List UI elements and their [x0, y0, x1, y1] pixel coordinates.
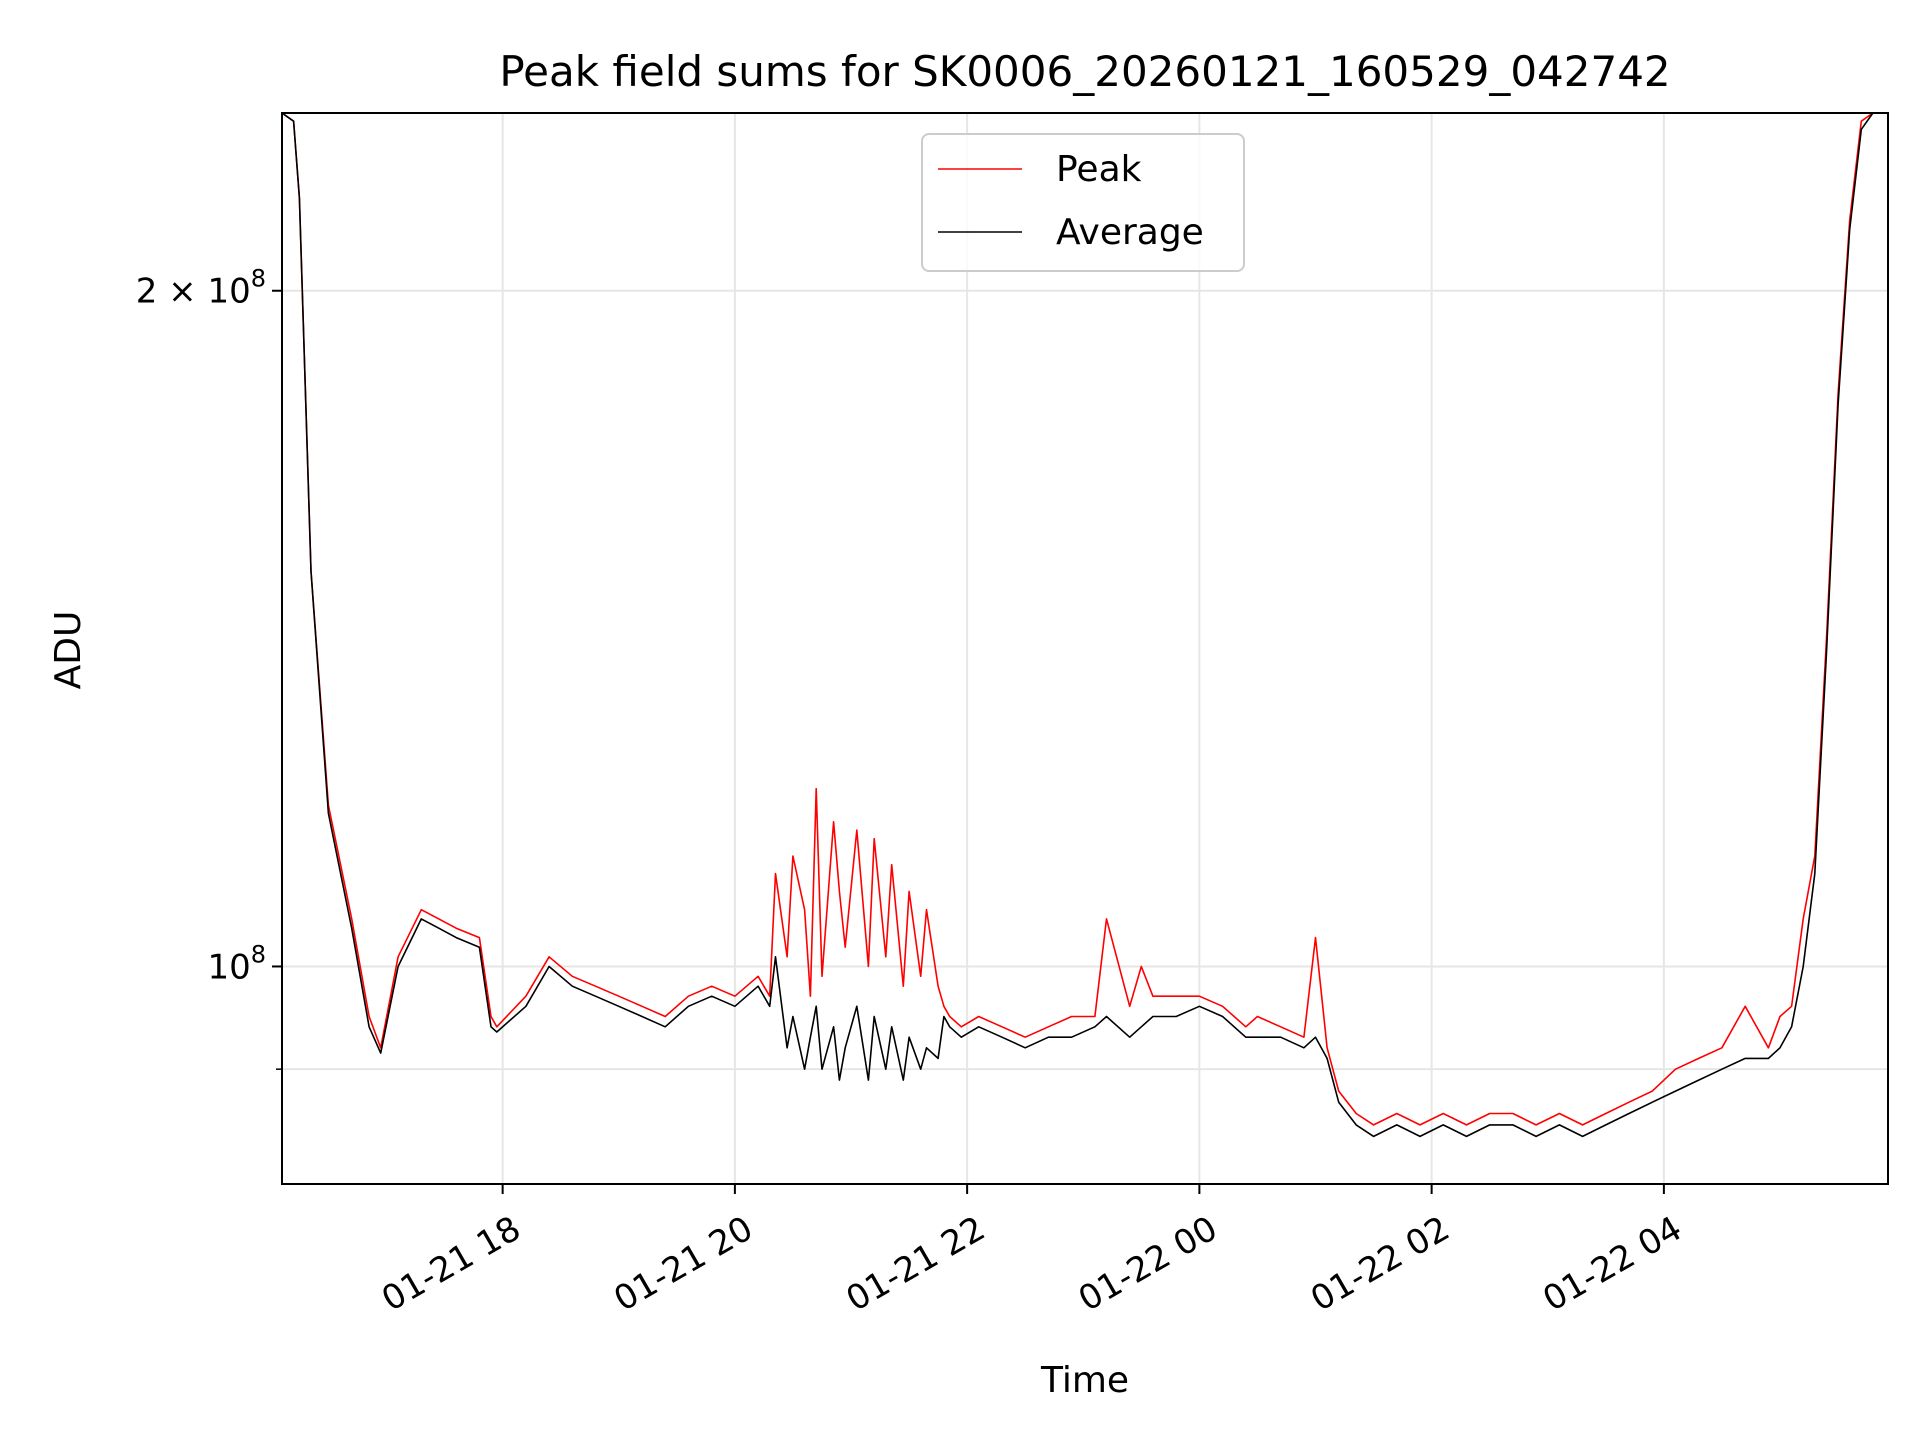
y-tick-label: 108	[207, 940, 266, 987]
legend-label-average: Average	[1056, 212, 1204, 253]
x-axis-label: Time	[1040, 1360, 1129, 1401]
y-axis: 108 2 × 108	[136, 265, 282, 1070]
series-line-peak	[281, 112, 1885, 1126]
series-group	[281, 112, 1885, 1138]
legend: Peak Average	[921, 133, 1245, 272]
y-axis-label: ADU	[48, 611, 89, 690]
series-line-average	[281, 112, 1885, 1138]
y-tick-label: 2 × 108	[136, 265, 266, 312]
grid	[282, 113, 1888, 1184]
legend-label-peak: Peak	[1056, 149, 1142, 190]
chart-title: Peak field sums for SK0006_20260121_1605…	[499, 47, 1670, 96]
plot-frame	[281, 112, 1889, 1185]
